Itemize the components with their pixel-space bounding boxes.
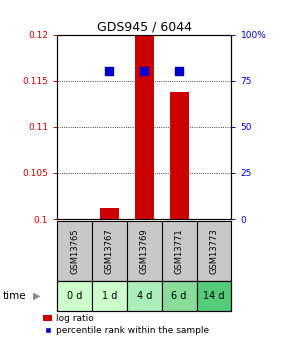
Text: ▶: ▶ — [33, 291, 40, 301]
Bar — [135, 34, 154, 219]
Text: 4 d: 4 d — [137, 291, 152, 301]
Text: GSM13773: GSM13773 — [209, 228, 219, 274]
Text: 0 d: 0 d — [67, 291, 82, 301]
Text: 1 d: 1 d — [102, 291, 117, 301]
Text: GSM13765: GSM13765 — [70, 228, 79, 274]
Bar — [162, 281, 197, 310]
Text: 6 d: 6 d — [171, 291, 187, 301]
Text: time: time — [3, 291, 27, 301]
Point — [177, 69, 182, 74]
Point — [142, 69, 147, 74]
Bar — [127, 281, 162, 310]
Point — [107, 69, 112, 74]
Bar — [57, 281, 92, 310]
Text: GSM13767: GSM13767 — [105, 228, 114, 274]
Text: 14 d: 14 d — [203, 291, 225, 301]
Text: GSM13769: GSM13769 — [140, 228, 149, 274]
Bar — [170, 92, 189, 219]
Legend: log ratio, percentile rank within the sample: log ratio, percentile rank within the sa… — [40, 311, 213, 339]
Bar — [197, 281, 231, 310]
Title: GDS945 / 6044: GDS945 / 6044 — [97, 20, 192, 33]
Bar — [100, 208, 119, 219]
Bar — [92, 281, 127, 310]
Text: GSM13771: GSM13771 — [175, 228, 184, 274]
